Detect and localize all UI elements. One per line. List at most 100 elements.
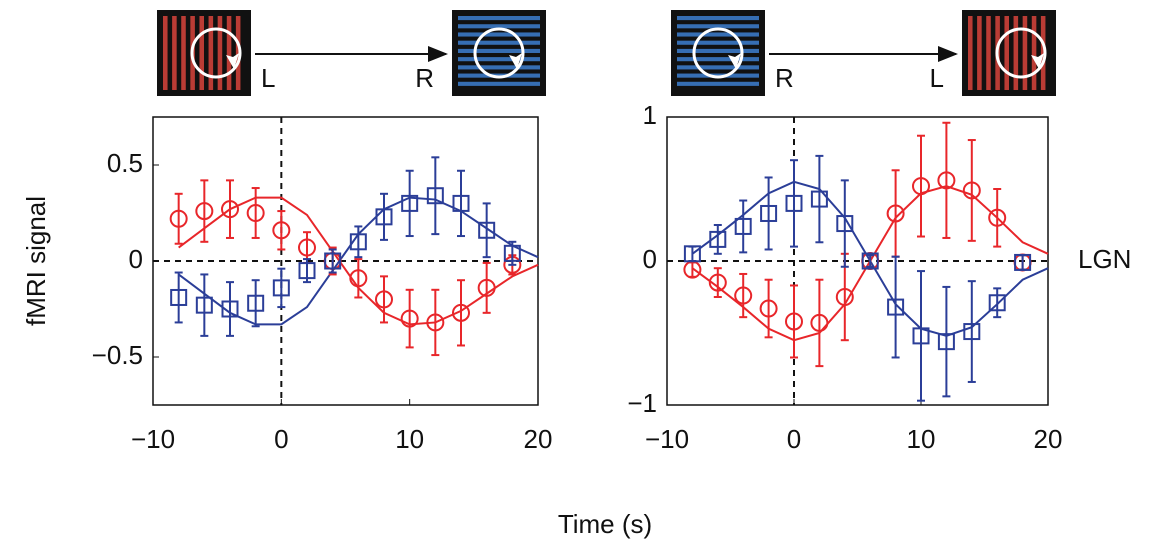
- data-point: [912, 327, 930, 345]
- y-tick-label: 0: [129, 244, 143, 274]
- data-point: [426, 187, 444, 205]
- stripe: [458, 48, 540, 53]
- rotation-circle: [190, 27, 242, 79]
- data-point: [734, 286, 753, 305]
- data-point: [759, 299, 778, 318]
- stripe: [968, 16, 973, 90]
- y-axis-label: fMRI signal: [21, 196, 51, 326]
- error-bar: [405, 169, 414, 238]
- stripe: [677, 65, 759, 70]
- rotation-arrow: [1031, 53, 1044, 69]
- stripe: [458, 65, 540, 70]
- error-bar: [840, 179, 849, 268]
- y-tick-label: 1: [643, 100, 657, 130]
- data-point: [349, 269, 368, 288]
- y-tick-label: −1: [627, 388, 657, 418]
- x-tick-label: 0: [787, 424, 801, 454]
- error-bar: [739, 199, 748, 254]
- error-bar: [993, 287, 1002, 319]
- stripe: [677, 24, 759, 29]
- data-point: [324, 252, 342, 270]
- stimulus-image: [962, 10, 1056, 96]
- error-bar: [226, 281, 234, 337]
- stripe: [458, 16, 540, 21]
- data-point: [887, 298, 905, 316]
- error-bar: [380, 275, 388, 324]
- data-point: [1014, 253, 1032, 271]
- error-bar: [688, 245, 697, 262]
- data-point: [835, 288, 854, 306]
- stimulus-label: R: [415, 63, 434, 93]
- stimulus-label: L: [261, 63, 275, 93]
- stripe: [677, 40, 759, 45]
- data-point: [426, 313, 445, 332]
- error-bar: [405, 288, 414, 349]
- stimulus-label: R: [775, 63, 794, 93]
- stripe: [1022, 16, 1028, 90]
- stripe: [217, 16, 223, 90]
- x-tick-label: 10: [395, 424, 424, 454]
- data-point: [683, 245, 701, 263]
- x-tick-label: 20: [524, 424, 553, 454]
- stimulus-image: [452, 10, 546, 96]
- stripe: [458, 81, 540, 86]
- error-bar: [815, 154, 824, 244]
- data-point: [785, 194, 803, 212]
- data-point: [349, 233, 367, 251]
- error-bar: [917, 270, 925, 402]
- stripe: [172, 16, 177, 90]
- error-bar: [713, 224, 722, 255]
- error-bar: [277, 267, 286, 309]
- data-point: [452, 303, 470, 322]
- stripe: [677, 32, 759, 37]
- stripe: [181, 16, 186, 90]
- x-tick-label: −10: [645, 424, 689, 454]
- stripe: [1004, 16, 1009, 90]
- x-axis-label: Time (s): [558, 509, 652, 539]
- rotation-arrow: [728, 53, 741, 69]
- error-bar: [764, 176, 773, 251]
- error-bar: [482, 202, 491, 259]
- stripe: [163, 16, 168, 90]
- data-point: [988, 294, 1006, 312]
- error-bar: [457, 279, 465, 347]
- data-point: [988, 208, 1007, 227]
- x-tick-label: 20: [1034, 424, 1063, 454]
- stripe: [458, 57, 540, 62]
- data-point: [963, 323, 981, 341]
- data-point: [785, 312, 803, 331]
- y-tick-label: 0: [643, 244, 657, 274]
- error-bar: [226, 179, 234, 239]
- data-point: [861, 252, 879, 270]
- stripe: [677, 57, 759, 62]
- y-tick-label: −0.5: [92, 340, 143, 370]
- data-point: [375, 208, 393, 226]
- error-bar: [354, 225, 363, 259]
- stripe: [199, 16, 204, 90]
- rotation-circle: [473, 27, 525, 79]
- x-tick-label: 10: [907, 424, 936, 454]
- data-point: [221, 200, 239, 219]
- data-point: [912, 177, 930, 196]
- stripe: [977, 16, 982, 90]
- data-point: [708, 273, 727, 292]
- stripe: [677, 81, 759, 86]
- y-tick-label: 0.5: [107, 148, 143, 178]
- stripe: [208, 16, 214, 90]
- annotation: LGN: [1078, 244, 1131, 274]
- data-point: [962, 181, 981, 200]
- error-bar: [891, 255, 900, 359]
- data-point: [195, 296, 213, 314]
- stripe: [235, 16, 241, 90]
- data-point: [503, 244, 521, 262]
- stripe: [677, 48, 759, 53]
- error-bar: [866, 254, 875, 268]
- error-bar: [790, 159, 798, 248]
- error-bar: [942, 285, 951, 398]
- stripe: [1013, 16, 1019, 90]
- rotation-circle: [995, 27, 1047, 79]
- error-bar: [380, 192, 388, 241]
- data-point: [195, 202, 214, 221]
- data-point: [247, 294, 265, 312]
- error-bar: [891, 169, 900, 258]
